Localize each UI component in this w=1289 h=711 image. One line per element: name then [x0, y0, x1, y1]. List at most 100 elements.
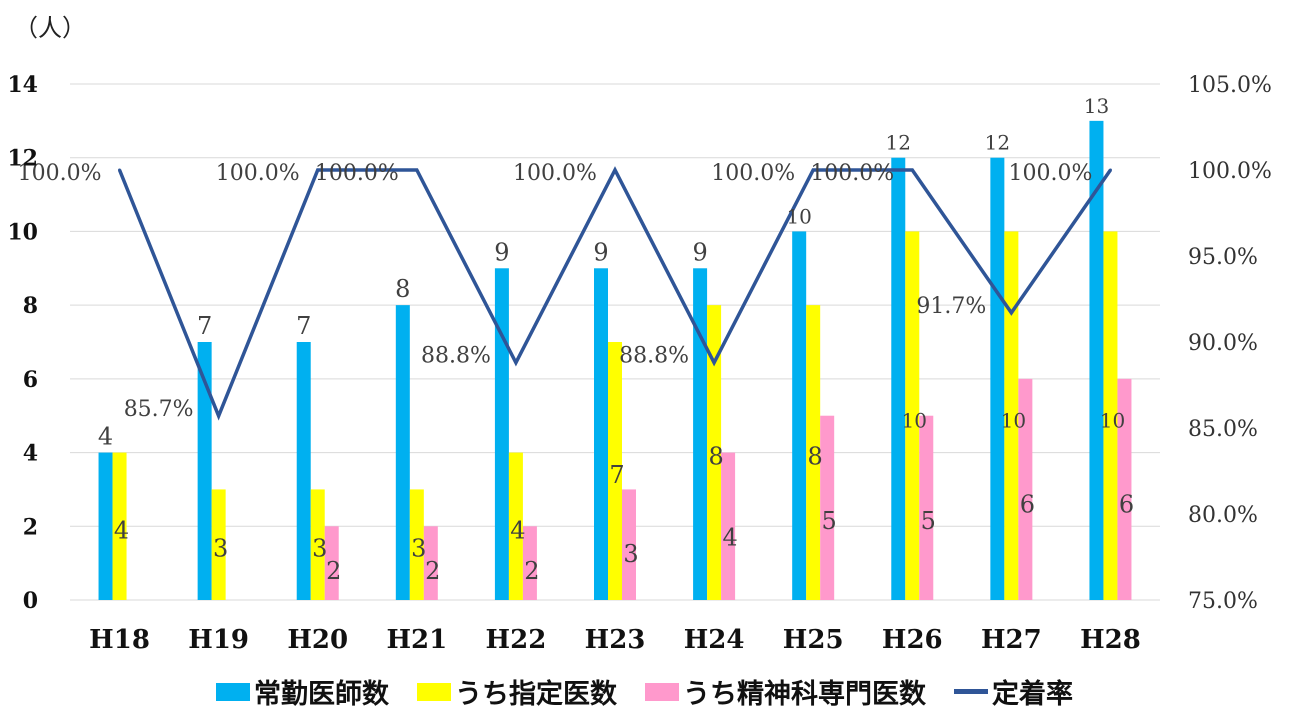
bar-2: [409, 489, 424, 600]
bar-2: [112, 452, 127, 600]
bar-2: [806, 305, 821, 600]
bar-data-label: 9: [692, 238, 707, 266]
bar-data-label: 4: [510, 516, 525, 544]
bar-2: [608, 342, 622, 600]
x-tick-label: H20: [287, 625, 348, 655]
bar-data-label: 7: [609, 461, 624, 489]
bar-2: [905, 231, 920, 600]
bar-data-label: 3: [312, 535, 327, 563]
bar-data-label: 9: [593, 238, 608, 266]
bar-3: [1018, 378, 1033, 600]
bar-1: [395, 305, 410, 600]
bar-1: [197, 342, 212, 600]
bar-3: [1117, 378, 1132, 600]
legend-item-specialist: うち精神科専門医数: [645, 672, 926, 711]
bar-data-label: 6: [1020, 490, 1035, 518]
bar-3: [522, 526, 537, 600]
x-tick-label: H25: [783, 625, 844, 655]
y-left-tick-label: 0: [23, 588, 38, 614]
line-data-label: 100.0%: [711, 161, 795, 186]
bar-3: [423, 526, 438, 600]
y-right-tick-label: 90.0%: [1188, 331, 1258, 356]
line-data-label: 85.7%: [124, 397, 194, 422]
retention-point: [217, 414, 221, 418]
bar-data-label: 10: [1001, 409, 1026, 433]
bar-data-label: 10: [902, 409, 927, 433]
bar-data-label: 10: [786, 204, 811, 228]
retention-point: [1009, 311, 1013, 315]
bar-3: [324, 526, 339, 600]
bar-data-label: 4: [114, 516, 129, 544]
bar-data-label: 5: [921, 507, 936, 535]
retention-point: [415, 168, 419, 172]
y-right-tick-label: 80.0%: [1188, 503, 1258, 528]
x-tick-label: H22: [486, 625, 547, 655]
y-left-tick-label: 8: [23, 293, 38, 319]
x-tick-label: H24: [684, 625, 745, 655]
bar-data-label: 2: [326, 557, 341, 585]
legend-label-specialist: うち精神科専門医数: [683, 679, 926, 710]
legend-label-retention: 定着率: [992, 679, 1073, 710]
bar-2: [508, 452, 523, 600]
retention-point: [712, 361, 716, 365]
bar-data-label: 7: [296, 312, 311, 340]
bar-1: [990, 157, 1005, 600]
bar-1: [792, 231, 807, 600]
y-right-tick-label: 105.0%: [1188, 73, 1272, 98]
bar-data-label: 3: [411, 535, 426, 563]
line-data-label: 88.8%: [619, 344, 689, 369]
bar-1: [494, 268, 509, 600]
legend: 常勤医師数 うち指定医数 うち精神科専門医数 定着率: [0, 672, 1289, 711]
bar-1: [594, 268, 608, 600]
bar-data-label: 3: [623, 540, 638, 568]
y-left-tick-label: 2: [23, 514, 38, 540]
x-tick-label: H27: [981, 625, 1042, 655]
retention-point: [514, 361, 518, 365]
legend-item-designated: うち指定医数: [417, 672, 617, 711]
x-tick-label: H19: [188, 625, 249, 655]
line-data-label: 100.0%: [513, 161, 597, 186]
bar-data-label: 6: [1119, 490, 1134, 518]
bar-2: [310, 489, 325, 600]
bar-2: [211, 489, 226, 600]
y-right-tick-label: 75.0%: [1188, 589, 1258, 614]
legend-label-designated: うち指定医数: [455, 679, 617, 710]
line-data-label: 88.8%: [421, 344, 491, 369]
legend-swatch-doctors: [216, 682, 250, 701]
bar-data-label: 4: [98, 423, 113, 451]
x-tick-label: H28: [1080, 625, 1141, 655]
bar-data-label: 7: [197, 312, 212, 340]
legend-swatch-designated: [417, 682, 451, 701]
bar-3: [721, 452, 736, 600]
bar-1: [296, 342, 311, 600]
retention-point: [118, 168, 122, 172]
bar-data-label: 13: [1084, 94, 1109, 118]
retention-point: [613, 168, 617, 172]
bar-data-label: 8: [808, 443, 823, 471]
bar-2: [707, 305, 722, 600]
bar-data-label: 12: [886, 131, 911, 155]
bar-data-label: 4: [722, 524, 737, 552]
y-unit-label: （人）: [14, 14, 86, 42]
bar-1: [1089, 120, 1104, 600]
bar-1: [98, 452, 113, 600]
bar-series: [98, 120, 1132, 600]
y-left-tick-label: 10: [7, 219, 38, 245]
legend-item-doctors: 常勤医師数: [216, 672, 389, 711]
legend-line-retention: [954, 689, 988, 694]
line-data-label: 100.0%: [1009, 161, 1093, 186]
line-data-label: 91.7%: [916, 294, 986, 319]
x-tick-label: H18: [89, 625, 150, 655]
bar-3: [622, 489, 636, 600]
y-left-tick-label: 6: [23, 367, 38, 393]
x-tick-label: H23: [585, 625, 646, 655]
legend-label-doctors: 常勤医師数: [254, 679, 389, 710]
y-right-tick-label: 95.0%: [1188, 245, 1258, 270]
retention-point: [316, 168, 320, 172]
bar-data-label: 2: [425, 557, 440, 585]
legend-item-retention: 定着率: [954, 672, 1073, 711]
line-data-label: 100.0%: [216, 161, 300, 186]
retention-point: [811, 168, 815, 172]
line-series: [117, 166, 1112, 421]
